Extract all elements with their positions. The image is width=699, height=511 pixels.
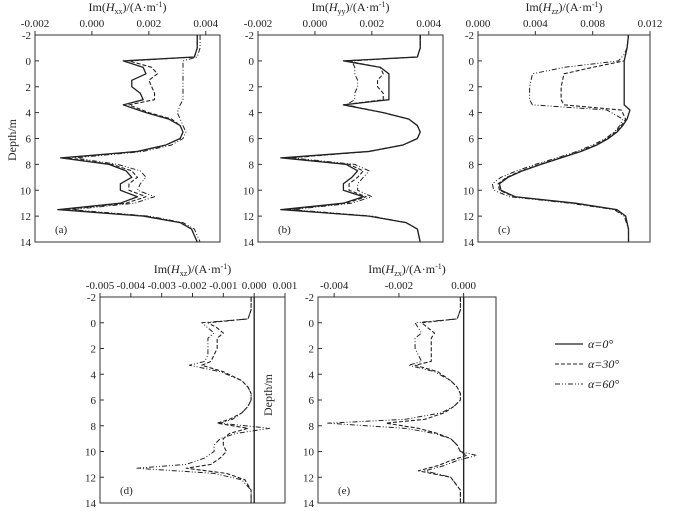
y-tick-label-a-6: 10 xyxy=(20,185,32,197)
x-axis-title-d: Im(Hxz)/(A·m-1) xyxy=(154,262,232,278)
legend-label-alpha-60: α=60° xyxy=(588,377,619,391)
x-tick-label-e-1: -0.002 xyxy=(385,280,413,292)
legend-label-alpha-0: α=0° xyxy=(588,337,613,351)
x-axis-title-a: Im(Hxx)/(A·m-1) xyxy=(89,0,167,16)
x-tick-label-d-0: -0.005 xyxy=(86,280,115,292)
panel-label-a: (a) xyxy=(55,224,68,236)
x-tick-label-e-2: 0.000 xyxy=(451,280,476,292)
panel-label-b: (b) xyxy=(278,224,291,236)
y-tick-label-b-5: 8 xyxy=(249,159,255,171)
x-tick-label-b-3: 0.004 xyxy=(416,18,441,30)
y-tick-label-b-3: 4 xyxy=(249,108,255,120)
x-tick-label-d-3: -0.002 xyxy=(178,280,206,292)
x-tick-label-d-2: -0.003 xyxy=(147,280,176,292)
y-tick-label-e-8: 14 xyxy=(303,498,315,510)
y-tick-label-d-7: 12 xyxy=(85,472,96,484)
y-tick-label-d-3: 4 xyxy=(91,369,97,381)
y-tick-label-a-5: 8 xyxy=(26,159,32,171)
y-tick-label-a-7: 12 xyxy=(20,211,31,223)
x-tick-label-b-1: 0.000 xyxy=(303,18,328,30)
y-tick-label-a-2: 2 xyxy=(26,82,32,94)
y-tick-label-d-4: 6 xyxy=(91,395,97,407)
x-tick-label-a-3: 0.004 xyxy=(193,18,218,30)
y-tick-label-d-0: -2 xyxy=(87,292,96,304)
y-tick-label-e-7: 12 xyxy=(303,472,314,484)
series-line-b-alpha-60 xyxy=(291,35,421,243)
series-line-a-alpha-30 xyxy=(62,35,198,243)
series-line-d-alpha-60 xyxy=(136,297,271,503)
y-tick-label-c-0: -2 xyxy=(465,30,474,42)
y-tick-label-d-1: 0 xyxy=(91,318,97,330)
y-tick-label-e-0: -2 xyxy=(305,292,314,304)
x-tick-label-a-0: -0.002 xyxy=(21,18,49,30)
x-tick-label-c-1: 0.004 xyxy=(523,18,548,30)
x-tick-label-e-0: -0.004 xyxy=(320,280,349,292)
plot-frame-e xyxy=(317,296,497,504)
x-tick-label-d-5: 0.000 xyxy=(242,280,267,292)
series-line-e-alpha-60 xyxy=(327,297,478,503)
y-axis-label-bottom: Depth/m xyxy=(261,373,275,416)
x-tick-label-d-6: 0.001 xyxy=(273,280,298,292)
y-tick-label-c-1: 0 xyxy=(469,56,475,68)
y-tick-label-d-5: 8 xyxy=(91,421,97,433)
y-tick-label-a-1: 0 xyxy=(26,56,32,68)
y-tick-label-c-8: 14 xyxy=(463,237,475,249)
y-tick-label-b-2: 2 xyxy=(249,82,255,94)
y-tick-label-c-6: 10 xyxy=(463,185,475,197)
x-tick-label-c-3: 0.012 xyxy=(638,18,663,30)
series-line-a-alpha-0 xyxy=(57,35,198,243)
y-tick-label-e-2: 2 xyxy=(309,344,315,356)
series-line-d-alpha-30 xyxy=(185,297,252,503)
y-tick-label-c-7: 12 xyxy=(463,211,474,223)
y-tick-label-c-2: 2 xyxy=(469,82,475,94)
plot-frame-a xyxy=(34,34,221,243)
y-tick-label-b-6: 10 xyxy=(243,185,255,197)
y-tick-label-a-8: 14 xyxy=(20,237,32,249)
y-tick-label-b-4: 6 xyxy=(249,134,255,146)
y-tick-label-d-2: 2 xyxy=(91,344,97,356)
y-tick-label-e-3: 4 xyxy=(309,369,315,381)
y-tick-label-c-4: 6 xyxy=(469,134,475,146)
legend: α=0° α=30° α=60° xyxy=(555,337,619,391)
x-tick-label-b-2: 0.002 xyxy=(359,18,384,30)
y-tick-label-e-1: 0 xyxy=(309,318,315,330)
y-tick-label-b-1: 0 xyxy=(249,56,255,68)
plot-frame-b xyxy=(257,34,444,243)
series-line-e-alpha-30 xyxy=(385,297,468,503)
x-tick-label-d-1: -0.004 xyxy=(117,280,146,292)
y-tick-label-a-0: -2 xyxy=(22,30,31,42)
y-tick-label-e-5: 8 xyxy=(309,421,315,433)
x-tick-label-c-2: 0.008 xyxy=(580,18,605,30)
panel-label-d: (d) xyxy=(120,485,133,497)
x-axis-title-c: Im(Hzz)/(A·m-1) xyxy=(525,0,602,16)
y-tick-label-b-0: -2 xyxy=(245,30,254,42)
y-tick-label-c-3: 4 xyxy=(469,108,475,120)
series-line-c-alpha-0 xyxy=(498,34,631,242)
y-tick-label-d-8: 14 xyxy=(85,498,97,510)
legend-label-alpha-30: α=30° xyxy=(588,357,619,371)
y-tick-label-a-4: 6 xyxy=(26,134,32,146)
x-tick-label-a-1: 0.000 xyxy=(80,18,105,30)
panel-label-c: (c) xyxy=(498,224,511,236)
x-tick-label-a-2: 0.002 xyxy=(136,18,161,30)
y-axis-label-top: Depth/m xyxy=(5,118,19,161)
x-axis-title-b: Im(Hyy)/(A·m-1) xyxy=(312,0,390,16)
x-axis-title-e: Im(Hzx)/(A·m-1) xyxy=(368,262,446,278)
x-tick-label-d-4: -0.001 xyxy=(209,280,237,292)
y-tick-label-b-7: 12 xyxy=(243,211,254,223)
y-tick-label-e-4: 6 xyxy=(309,395,315,407)
y-tick-label-c-5: 8 xyxy=(469,159,475,171)
series-line-b-alpha-0 xyxy=(280,35,421,243)
panel-label-e: (e) xyxy=(338,485,351,497)
y-tick-label-a-3: 4 xyxy=(26,108,32,120)
y-tick-label-e-6: 10 xyxy=(303,447,315,459)
x-tick-label-c-0: 0.000 xyxy=(466,18,491,30)
y-tick-label-d-6: 10 xyxy=(85,447,97,459)
y-tick-label-b-8: 14 xyxy=(243,237,255,249)
x-tick-label-b-0: -0.002 xyxy=(244,18,272,30)
series-line-a-alpha-60 xyxy=(71,35,201,243)
